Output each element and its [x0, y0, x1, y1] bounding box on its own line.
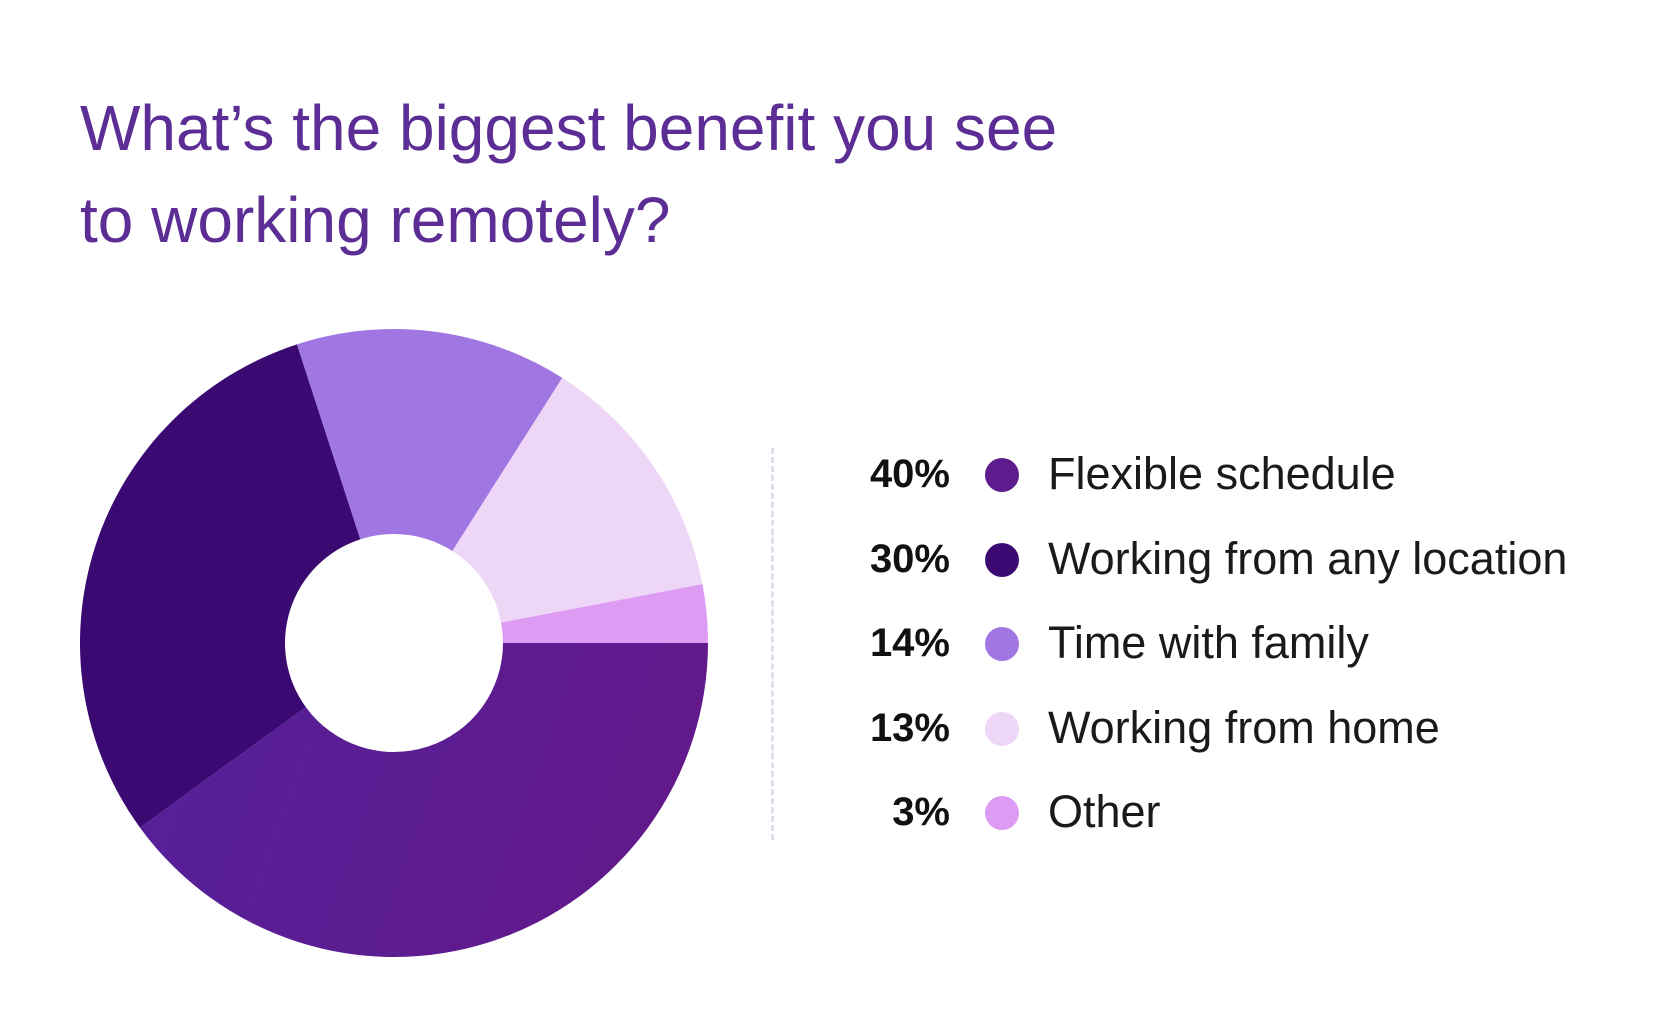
legend-label: Working from home: [1048, 701, 1440, 753]
legend-item-working-from-home: 13% Working from home: [820, 696, 1640, 781]
chart-title-line-1: What’s the biggest benefit you see: [80, 92, 1058, 164]
legend-item-other: 3% Other: [820, 780, 1640, 865]
legend: 40% Flexible schedule 30% Working from a…: [820, 442, 1640, 865]
legend-label: Flexible schedule: [1048, 448, 1396, 499]
legend-item-working-from-any-location: 30% Working from any location: [820, 527, 1640, 612]
slice-other: [501, 584, 708, 643]
legend-swatch: [985, 796, 1019, 830]
slice-flexible-schedule: [139, 643, 709, 958]
legend-value: 3%: [892, 790, 950, 834]
legend-value: 13%: [869, 705, 950, 750]
legend-swatch: [985, 711, 1019, 746]
slice-time-with-family: [296, 329, 563, 551]
legend-swatch: [985, 627, 1019, 661]
legend-item-flexible-schedule: 40% Flexible schedule: [820, 442, 1640, 527]
slice-working-from-home: [452, 377, 703, 623]
legend-label: Working from any location: [1048, 532, 1568, 584]
legend-item-time-with-family: 14% Time with family: [820, 611, 1640, 696]
donut-chart: [79, 329, 709, 958]
donut-slices: [79, 329, 709, 958]
legend-value: 40%: [869, 452, 950, 496]
chart-title: What’s the biggest benefit you see to wo…: [80, 82, 1180, 266]
slice-working-from-any-location: [79, 344, 361, 828]
legend-label: Other: [1048, 786, 1161, 837]
legend-value: 30%: [869, 536, 950, 581]
legend-divider: [771, 448, 774, 840]
chart-title-line-2: to working remotely?: [80, 184, 671, 256]
legend-value: 14%: [869, 621, 950, 665]
legend-swatch: [985, 542, 1019, 577]
legend-swatch: [985, 458, 1019, 492]
legend-label: Time with family: [1048, 617, 1369, 668]
